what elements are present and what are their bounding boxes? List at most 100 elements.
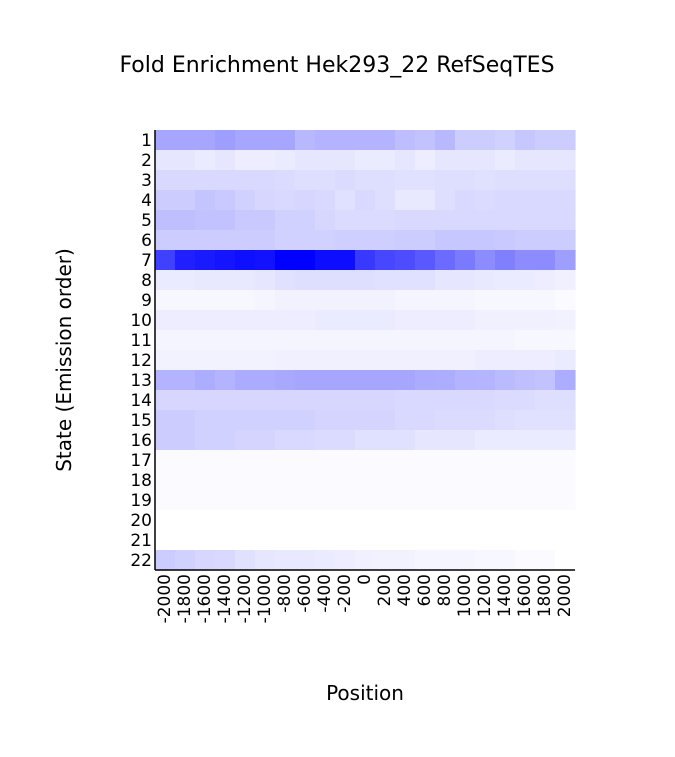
heatmap-cell xyxy=(455,550,476,571)
heatmap-cell xyxy=(375,510,396,531)
x-tick-label: 800 xyxy=(435,574,455,606)
y-tick-label: 16 xyxy=(130,431,152,451)
heatmap-cell xyxy=(395,350,416,371)
heatmap-cell xyxy=(175,190,196,211)
heatmap-cell xyxy=(255,310,276,331)
heatmap-cell xyxy=(255,210,276,231)
heatmap-cell xyxy=(155,550,176,571)
heatmap-cell xyxy=(395,230,416,251)
heatmap-cell xyxy=(555,410,576,431)
heatmap-cell xyxy=(355,370,376,391)
heatmap-cell xyxy=(415,330,436,351)
y-tick-label: 13 xyxy=(130,371,152,391)
heatmap-cell xyxy=(555,550,576,571)
heatmap-cell xyxy=(155,290,176,311)
heatmap-cell xyxy=(535,450,556,471)
heatmap-cell xyxy=(415,310,436,331)
heatmap-cell xyxy=(555,270,576,291)
heatmap-cell xyxy=(495,190,516,211)
heatmap-cell xyxy=(435,410,456,431)
heatmap-cell xyxy=(195,130,216,151)
heatmap-cell xyxy=(355,210,376,231)
heatmap-cell xyxy=(195,390,216,411)
heatmap-cell xyxy=(515,130,536,151)
heatmap-cell xyxy=(375,310,396,331)
heatmap-cell xyxy=(295,490,316,511)
heatmap-cell xyxy=(155,130,176,151)
heatmap-cell xyxy=(355,450,376,471)
heatmap-cell xyxy=(235,430,256,451)
heatmap-cell xyxy=(195,190,216,211)
y-tick-label: 22 xyxy=(130,551,152,571)
heatmap-cell xyxy=(195,290,216,311)
heatmap-cell xyxy=(355,510,376,531)
heatmap-cell xyxy=(495,550,516,571)
heatmap-cell xyxy=(535,530,556,551)
heatmap-cell xyxy=(395,330,416,351)
heatmap-cell xyxy=(315,470,336,491)
heatmap-cell xyxy=(395,550,416,571)
heatmap-cell xyxy=(355,250,376,271)
heatmap-cell xyxy=(535,310,556,331)
heatmap-cell xyxy=(515,170,536,191)
heatmap-cell xyxy=(235,490,256,511)
heatmap-cell xyxy=(235,270,256,291)
heatmap-cell xyxy=(195,170,216,191)
heatmap-cell xyxy=(515,530,536,551)
heatmap-cell xyxy=(535,210,556,231)
heatmap-cell xyxy=(415,350,436,371)
heatmap-cell xyxy=(395,170,416,191)
heatmap-cell xyxy=(175,290,196,311)
heatmap-cell xyxy=(435,130,456,151)
heatmap-cell xyxy=(555,130,576,151)
heatmap-cell xyxy=(535,390,556,411)
heatmap-cell xyxy=(495,270,516,291)
heatmap-cell xyxy=(555,330,576,351)
heatmap-cell xyxy=(535,430,556,451)
heatmap-cell xyxy=(335,390,356,411)
heatmap-cell xyxy=(555,250,576,271)
heatmap-cell xyxy=(355,310,376,331)
heatmap-cell xyxy=(415,230,436,251)
heatmap-cell xyxy=(395,130,416,151)
heatmap-cell xyxy=(235,310,256,331)
heatmap-cells xyxy=(155,130,576,571)
heatmap-cell xyxy=(335,290,356,311)
heatmap-cell xyxy=(555,450,576,471)
heatmap-cell xyxy=(315,170,336,191)
heatmap-cell xyxy=(315,230,336,251)
heatmap-cell xyxy=(355,330,376,351)
heatmap-cell xyxy=(395,150,416,171)
heatmap-cell xyxy=(155,330,176,351)
heatmap-cell xyxy=(335,430,356,451)
heatmap-cell xyxy=(555,290,576,311)
heatmap-cell xyxy=(175,470,196,491)
heatmap-cell xyxy=(275,310,296,331)
heatmap-cell xyxy=(255,150,276,171)
heatmap-cell xyxy=(375,450,396,471)
heatmap-cell xyxy=(275,510,296,531)
y-tick-label: 12 xyxy=(130,351,152,371)
heatmap-cell xyxy=(335,190,356,211)
heatmap-cell xyxy=(335,250,356,271)
heatmap-cell xyxy=(355,550,376,571)
heatmap-cell xyxy=(215,450,236,471)
heatmap-cell xyxy=(195,210,216,231)
heatmap-cell xyxy=(155,270,176,291)
heatmap-cell xyxy=(215,510,236,531)
heatmap-cell xyxy=(195,250,216,271)
heatmap-cell xyxy=(455,310,476,331)
heatmap-cell xyxy=(195,270,216,291)
heatmap-cell xyxy=(515,470,536,491)
heatmap-cell xyxy=(455,230,476,251)
heatmap-cell xyxy=(435,350,456,371)
x-tick-label: -2000 xyxy=(155,574,175,623)
heatmap-cell xyxy=(175,150,196,171)
heatmap-cell xyxy=(255,430,276,451)
heatmap-cell xyxy=(155,150,176,171)
heatmap-cell xyxy=(255,350,276,371)
x-tick-label: -400 xyxy=(315,574,335,613)
heatmap-cell xyxy=(415,410,436,431)
heatmap-cell xyxy=(435,550,456,571)
heatmap-cell xyxy=(475,430,496,451)
